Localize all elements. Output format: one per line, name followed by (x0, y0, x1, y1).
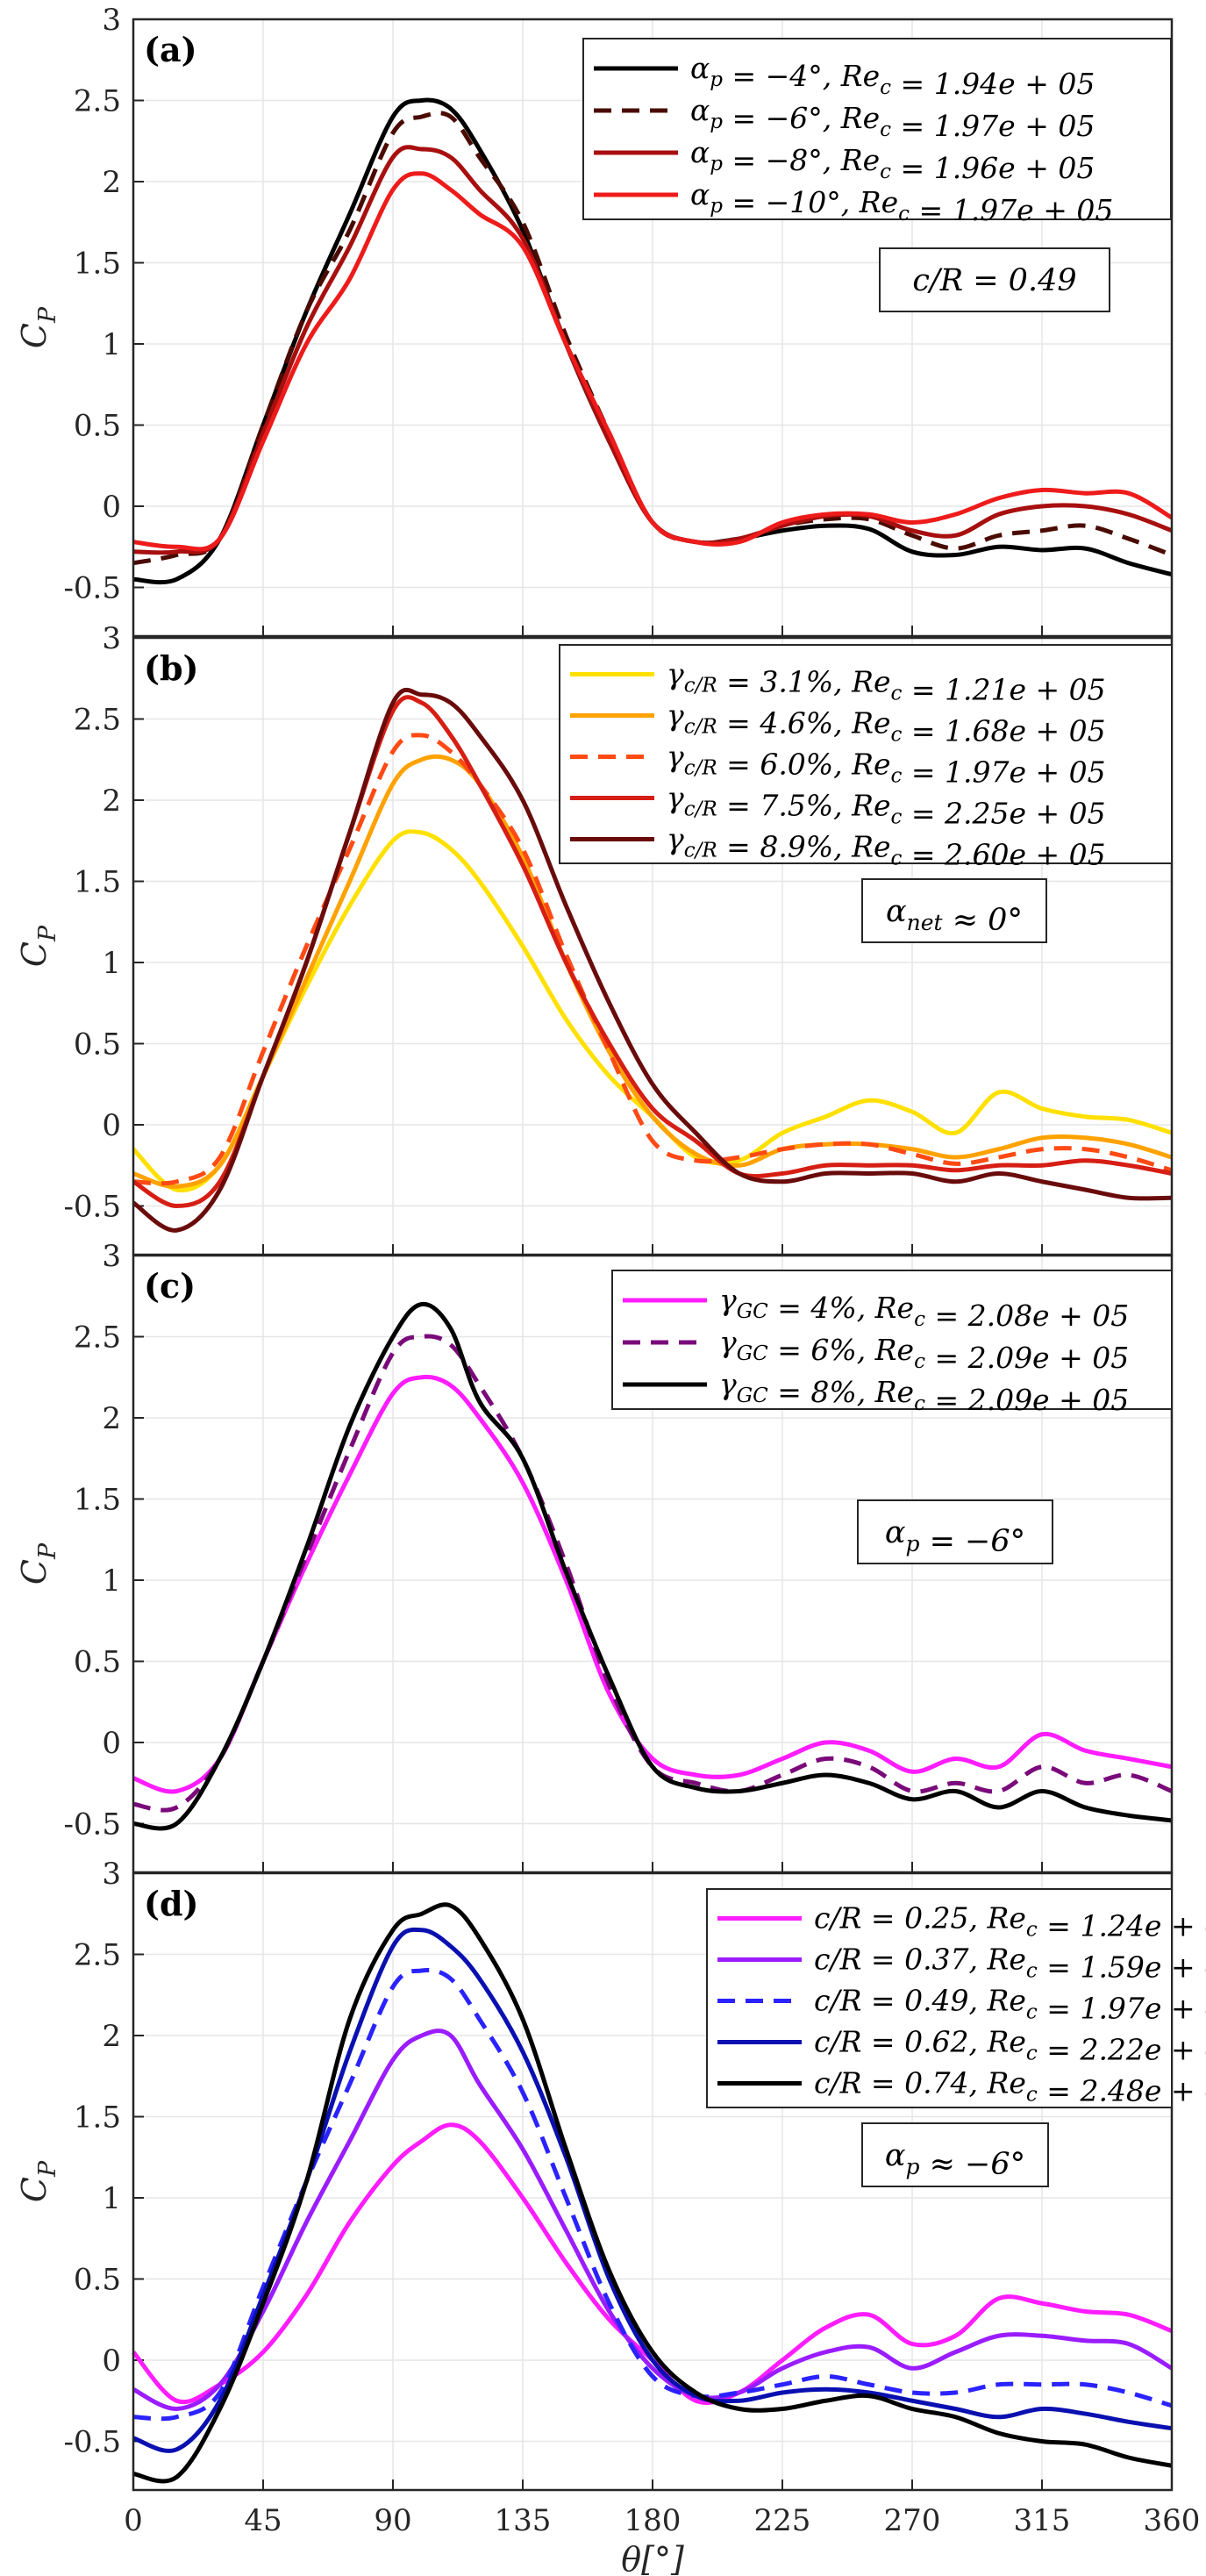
x-tick-label: 180 (624, 2503, 681, 2538)
y-axis-label: CP (15, 925, 61, 967)
series-line-3 (132, 171, 1174, 552)
legend-label: αp = −6°, Rec = 1.97e + 05 (690, 93, 1095, 143)
y-tick-label: 1.5 (74, 1483, 121, 1518)
panel-label: (c) (144, 1266, 196, 1306)
x-tick-label: 135 (495, 2503, 552, 2538)
y-tick-label: 2.5 (74, 1320, 121, 1356)
y-tick-label: 2.5 (74, 703, 121, 738)
series-line-4 (132, 1902, 1173, 2484)
series-line-0 (132, 2122, 1173, 2405)
y-tick-label: 1.5 (74, 2100, 121, 2136)
series-line-0 (132, 1374, 1173, 1794)
y-tick-label: 0.5 (74, 2263, 121, 2298)
legend-label: γGC = 6%, Rec = 2.09e + 05 (719, 1325, 1129, 1375)
y-axis-label: CP (15, 1542, 61, 1585)
x-tick-label: 45 (244, 2503, 282, 2538)
y-tick-label: 1 (102, 1563, 121, 1599)
y-tick-label: 2 (102, 2019, 121, 2054)
x-tick-label: 270 (884, 2503, 941, 2538)
panel-a: -0.5 0 0.5 1 1.5 2 2.5 3 CP (a) αp = −4°, Rec = 1.… (15, 3, 1174, 638)
legend-label: αp = −8°, Rec = 1.96e + 05 (690, 135, 1095, 185)
y-tick-label: 0.5 (74, 1027, 121, 1063)
y-tick-label: 0 (102, 1726, 121, 1761)
y-axis-label: CP (15, 306, 61, 348)
y-tick-label: -0.5 (63, 1190, 121, 1225)
panel-label: (d) (144, 1884, 199, 1923)
legend-label: γc/R = 3.1%, Rec = 1.21e + 05 (667, 657, 1106, 707)
annotation-text: αp ≈ −6° (885, 2138, 1025, 2182)
y-tick-label: 3 (102, 3, 121, 38)
y-tick-label: 2 (102, 784, 121, 819)
annotation-box (857, 1499, 1053, 1564)
y-tick-label: -0.5 (63, 1807, 121, 1843)
legend-label: c/R = 0.25, Rec = 1.24e + 05 (814, 1901, 1206, 1943)
y-tick-label: 2 (102, 1401, 121, 1436)
series-line-2 (132, 145, 1173, 555)
panel-b: -0.5 0 0.5 1 1.5 2 2.5 3 CP (b) γc/R = 3.1%, Rec =… (15, 621, 1174, 1256)
x-tick-label: 315 (1014, 2503, 1071, 2538)
annotation-box (879, 247, 1110, 312)
y-tick-label: 2 (102, 165, 121, 200)
legend-label: c/R = 0.37, Rec = 1.59e + 05 (814, 1943, 1206, 1985)
legend-label: γc/R = 6.0%, Rec = 1.97e + 05 (667, 740, 1106, 790)
x-tick-label: 0 (124, 2503, 143, 2538)
annotation-text: αp = −6° (885, 1515, 1025, 1559)
panel-d: -0.5 0 0.5 1 1.5 2 2.5 3 CP (d) c/R = 0.25, Rec = … (15, 1857, 1206, 2576)
series-line-4 (132, 688, 1173, 1233)
series-line-0 (132, 829, 1173, 1193)
y-tick-label: 0 (102, 2343, 121, 2379)
legend-label: γGC = 4%, Rec = 2.08e + 05 (719, 1283, 1129, 1333)
axes-box (132, 1871, 1174, 2492)
legend-label: γc/R = 7.5%, Rec = 2.25e + 05 (667, 781, 1106, 831)
y-tick-label: 1.5 (74, 247, 121, 282)
legend-box (582, 38, 1172, 220)
x-tick-label: 225 (754, 2503, 811, 2538)
legend-label: γc/R = 4.6%, Rec = 1.68e + 05 (667, 698, 1106, 748)
y-axis-label: CP (15, 2160, 61, 2202)
y-tick-label: 1 (102, 946, 121, 981)
x-axis-label: θ[°] (621, 2540, 684, 2576)
y-tick-label: 1 (102, 2181, 121, 2216)
legend-label: c/R = 0.62, Rec = 2.22e + 05 (814, 2025, 1206, 2067)
legend-label: αp = −4°, Rec = 1.94e + 05 (690, 51, 1095, 101)
y-tick-label: 2.5 (74, 1938, 121, 1973)
series-line-2 (132, 1301, 1173, 1831)
legend-label: γGC = 8%, Rec = 2.09e + 05 (719, 1367, 1129, 1417)
legend-label: c/R = 0.74, Rec = 2.48e + 05 (814, 2066, 1206, 2108)
y-tick-label: 2.5 (74, 84, 121, 119)
y-tick-label: 3 (102, 621, 121, 656)
annotation-text: c/R = 0.49 (912, 263, 1076, 298)
y-tick-label: -0.5 (63, 571, 121, 606)
y-tick-label: 1.5 (74, 865, 121, 900)
panel-label: (a) (144, 30, 197, 69)
annotation-text: αnet ≈ 0° (886, 894, 1023, 938)
annotation-box (861, 2122, 1049, 2187)
series-line-1 (132, 2029, 1174, 2411)
x-tick-label: 360 (1144, 2503, 1201, 2538)
legend-label: c/R = 0.49, Rec = 1.97e + 05 (814, 1984, 1206, 2026)
y-tick-label: 0 (102, 490, 121, 525)
y-tick-label: 1 (102, 327, 121, 362)
annotation-box (861, 878, 1047, 943)
y-tick-label: 3 (102, 1239, 121, 1274)
y-tick-label: 0 (102, 1108, 121, 1143)
y-tick-label: 3 (102, 1857, 121, 1892)
legend-label: αp = −10°, Rec = 1.97e + 05 (690, 177, 1113, 227)
legend-box (559, 644, 1173, 864)
legend-label: γc/R = 8.9%, Rec = 2.60e + 05 (667, 822, 1106, 872)
panel-label: (b) (144, 648, 199, 688)
y-tick-label: 0.5 (74, 409, 121, 444)
x-tick-label: 90 (374, 2503, 411, 2538)
legend-box (706, 1888, 1173, 2108)
y-tick-label: 0.5 (74, 1645, 121, 1680)
y-tick-label: -0.5 (63, 2425, 121, 2460)
panel-c: -0.5 0 0.5 1 1.5 2 2.5 3 CP (c) γGC = 4%, Rec = 2.… (15, 1239, 1174, 1874)
axes-box (132, 18, 1174, 638)
